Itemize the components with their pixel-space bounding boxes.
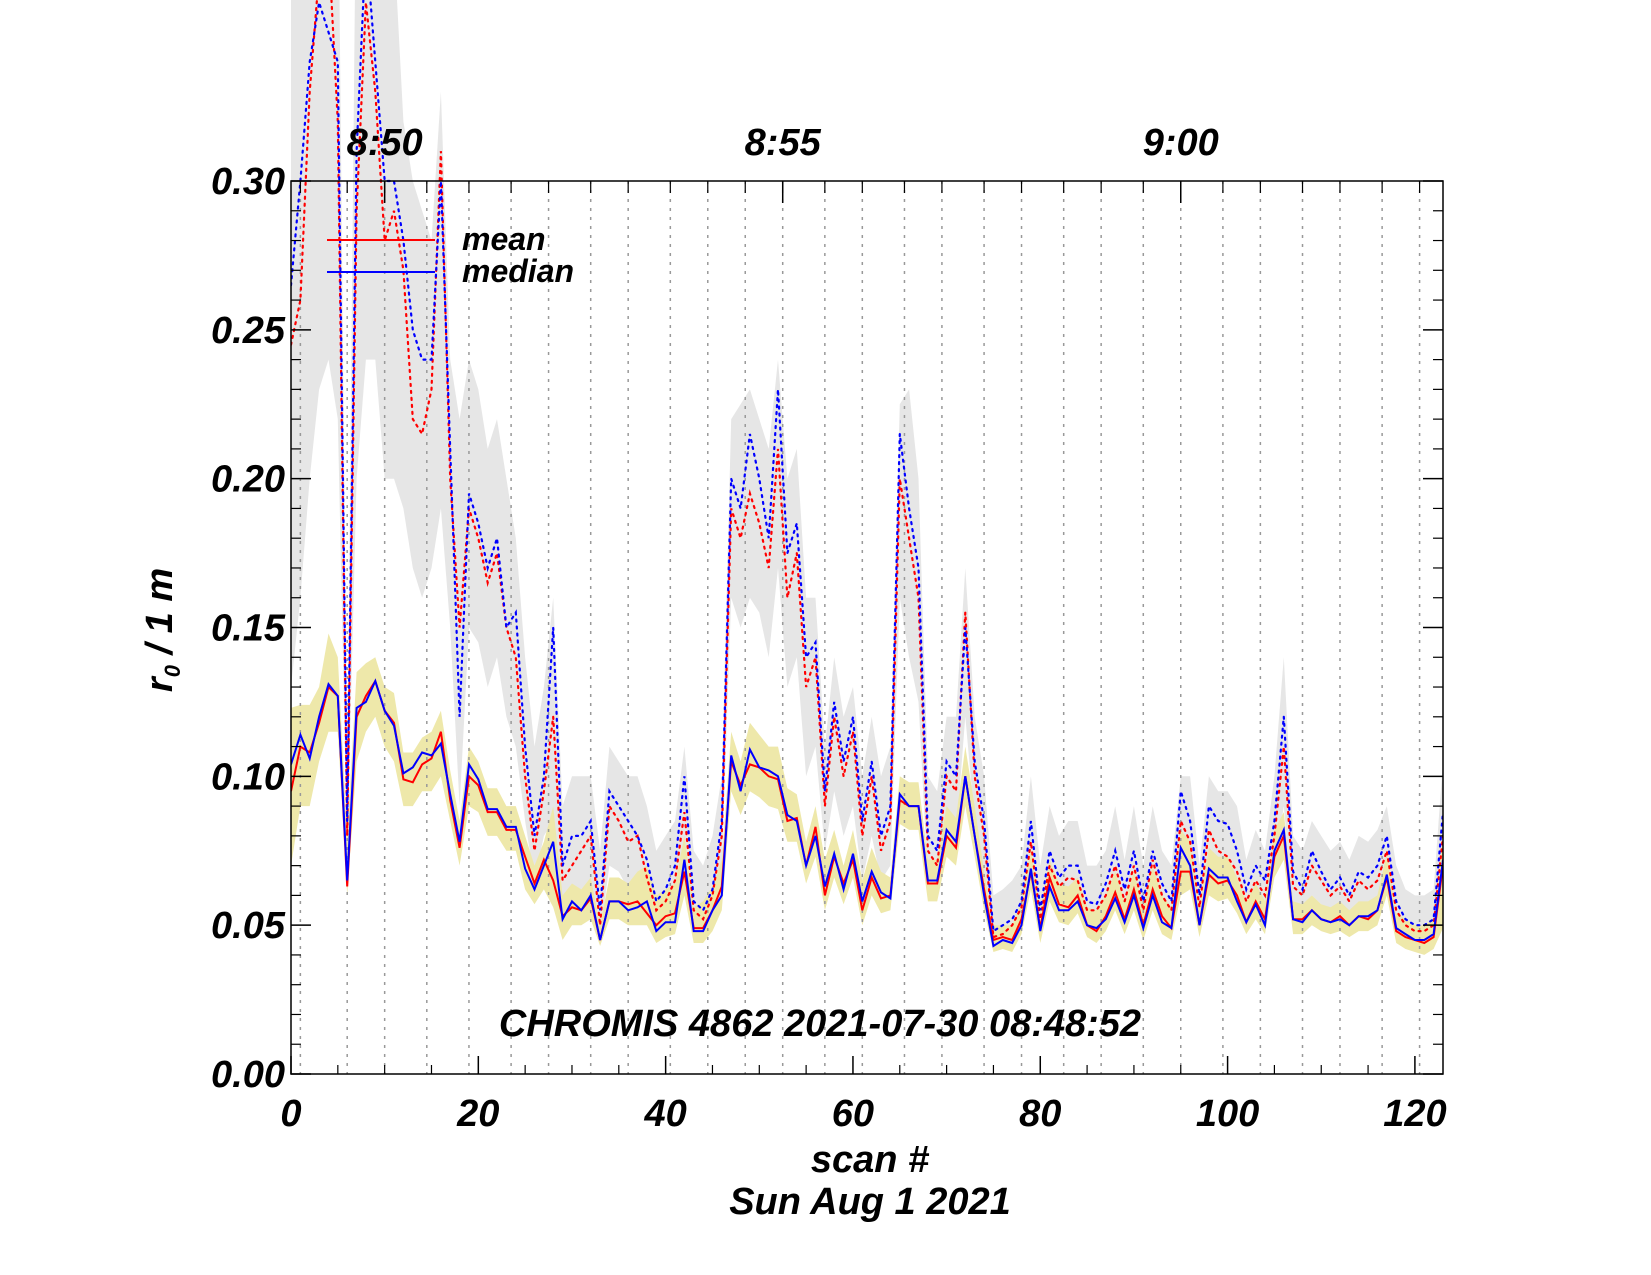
x-tick-label: 20 [456,1093,499,1135]
y-tick-label: 0.10 [211,756,285,798]
dotted-series-mean [291,0,1443,939]
y-axis-label-rest: / 1 m [139,568,181,665]
series-median [291,678,1443,948]
x-tick-label: 120 [1383,1093,1446,1135]
annotation: CHROMIS 4862 2021-07-30 08:48:52 [499,1003,1141,1045]
svg-text:r0 / 1 m: r0 / 1 m [139,568,185,692]
x-tick-label: 60 [832,1093,874,1135]
y-tick-label: 0.15 [211,608,286,650]
y-tick-label: 0.30 [211,161,285,203]
time-tick-label: 8:55 [745,122,822,164]
y-axis-label: r0 / 1 m [139,568,185,692]
y-tick-label: 0.00 [211,1054,285,1096]
time-tick-label: 8:50 [347,122,423,164]
legend-label-mean: mean [462,221,546,257]
y-axis-label-sub: 0 [160,664,185,677]
y-tick-label: 0.05 [211,905,286,947]
x-tick-label: 100 [1196,1093,1259,1135]
y-axis-label-main: r [139,675,181,692]
x-tick-label: 80 [1019,1093,1061,1135]
tick-layer: 0 20 40 60 80 100 120 0.00 0.05 0.10 0.15 0.20 0.25 0… [211,122,1447,1135]
x-tick-label: 0 [280,1093,301,1135]
legend: mean median [327,221,574,289]
bands-layer [291,0,1443,955]
inner-band [291,633,1443,955]
y-tick-label: 0.20 [211,459,285,501]
outer-band [291,0,1443,946]
x-tick-label: 40 [643,1093,686,1135]
series-layer [291,0,1443,948]
x-axis-label-date: Sun Aug 1 2021 [729,1181,1011,1223]
legend-label-median: median [462,253,574,289]
y-tick-label: 0.25 [211,310,286,352]
dotted-series-median [291,0,1443,933]
time-tick-label: 9:00 [1143,122,1219,164]
x-axis-label: scan # [811,1139,930,1181]
